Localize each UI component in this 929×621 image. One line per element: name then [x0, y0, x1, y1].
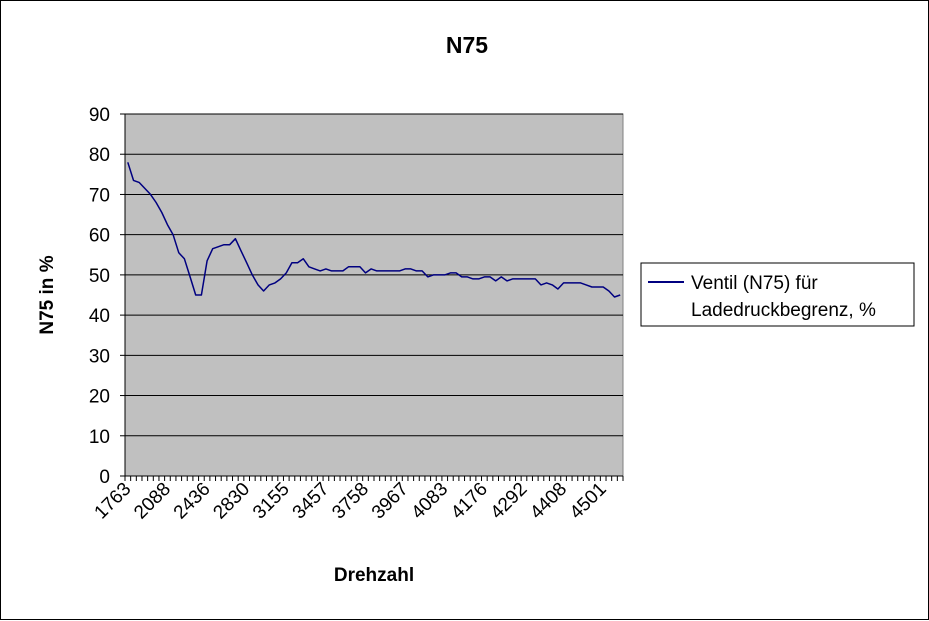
y-tick-labels: 0 10 20 30 40 50 60 70 80 90 [89, 105, 110, 488]
y-tick-label: 30 [89, 346, 110, 367]
legend-label-line2: Ladedruckbegrenz, % [691, 300, 876, 321]
x-tick-label: 2436 [170, 479, 215, 524]
x-tick-label: 3758 [328, 479, 373, 524]
y-tick-label: 50 [89, 266, 110, 287]
x-axis-title: Drehzahl [334, 565, 414, 586]
x-tick-label: 3457 [289, 479, 334, 524]
series-layer [127, 162, 621, 298]
gridlines [125, 113, 623, 437]
x-tick-label: 2088 [130, 479, 175, 524]
x-tick-label: 2830 [209, 479, 254, 524]
x-tick-label: 4501 [566, 479, 611, 524]
legend-label-line1: Ventil (N75) für [691, 273, 818, 294]
x-tick-label: 4176 [447, 479, 492, 524]
y-tick-label: 60 [89, 226, 110, 247]
x-tick-label: 4408 [526, 479, 571, 524]
series-line [127, 162, 621, 298]
chart-title: N75 [446, 32, 488, 58]
y-axis-title: N75 in % [37, 255, 58, 334]
y-tick-label: 40 [89, 306, 110, 327]
x-tick-label: 4292 [487, 479, 532, 524]
y-tick-label: 0 [99, 467, 110, 488]
x-tick-label: 4083 [408, 479, 453, 524]
plot-area [124, 113, 624, 477]
legend-box [640, 262, 915, 327]
axes [120, 113, 624, 481]
legend: Ventil (N75) für Ladedruckbegrenz, % [640, 262, 915, 327]
y-tick-label: 20 [89, 387, 110, 408]
y-tick-label: 10 [89, 427, 110, 448]
y-tick-label: 80 [89, 145, 110, 166]
x-tick-label: 1763 [91, 479, 136, 524]
x-tick-labels: 1763208824362830315534573758396740834176… [91, 479, 611, 524]
x-tick-label: 3967 [368, 479, 413, 524]
y-tick-label: 90 [89, 105, 110, 126]
y-tick-label: 70 [89, 185, 110, 206]
x-tick-label: 3155 [249, 479, 294, 524]
